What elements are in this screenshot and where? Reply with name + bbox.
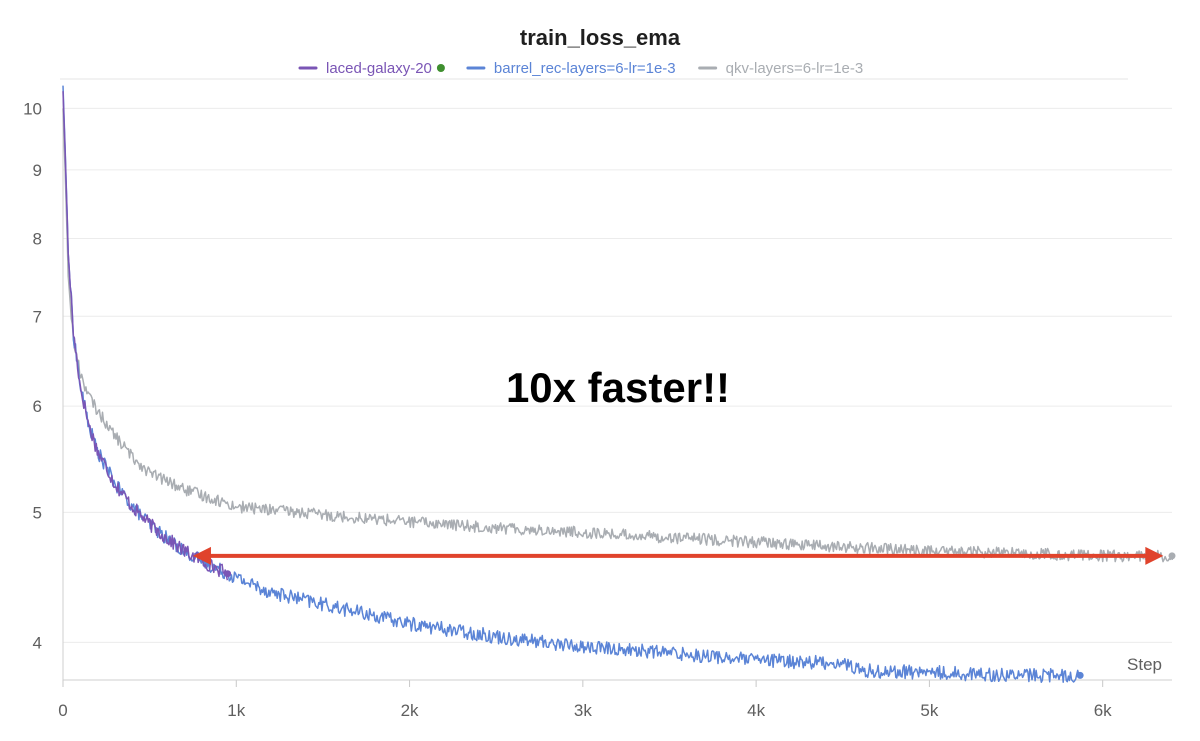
series-end-point-0 — [224, 570, 232, 578]
y-tick-label: 5 — [33, 503, 42, 522]
series-end-point-2 — [1168, 552, 1176, 560]
x-tick-label: 4k — [747, 701, 765, 720]
grid — [63, 107, 1172, 643]
y-tick-label: 9 — [33, 161, 42, 180]
legend: laced-galaxy-20 barrel_rec-layers=6-lr=1e… — [298, 60, 864, 77]
series-end-point-1 — [1076, 671, 1084, 679]
chart-title: train_loss_ema — [520, 25, 681, 50]
annotation-arrowhead-right — [1145, 546, 1164, 565]
y-tick-label: 10 — [23, 99, 42, 118]
x-tick-label: 3k — [574, 701, 592, 720]
annotation-arrowhead-left — [192, 546, 211, 565]
series-line-2 — [62, 108, 1174, 563]
y-tick-label: 6 — [33, 397, 42, 416]
x-tick-label: 1k — [227, 701, 245, 720]
series-line-1 — [62, 85, 1081, 684]
y-tick-label: 8 — [33, 229, 42, 248]
y-tick-label: 4 — [33, 633, 42, 652]
x-tick-label: 2k — [401, 701, 419, 720]
series-line-0 — [62, 91, 229, 581]
axes: 4 5 6 7 8 9 10 0 1k 2k 3k 4k 5k 6k — [23, 90, 1172, 720]
y-tick-label: 7 — [33, 307, 42, 326]
legend-label: barrel_rec-layers=6-lr=1e-3 — [494, 60, 676, 77]
annotation-text: 10x faster!! — [506, 364, 730, 411]
x-axis-label: Step — [1127, 655, 1162, 674]
legend-label: laced-galaxy-20 — [326, 60, 432, 77]
x-tick-label: 5k — [920, 701, 938, 720]
x-tick-label: 0 — [58, 701, 67, 720]
legend-label: qkv-layers=6-lr=1e-3 — [726, 60, 864, 77]
annotation-layer: 10x faster!! — [192, 364, 1164, 565]
run-status-dot — [436, 64, 445, 72]
x-tick-label: 6k — [1094, 701, 1112, 720]
